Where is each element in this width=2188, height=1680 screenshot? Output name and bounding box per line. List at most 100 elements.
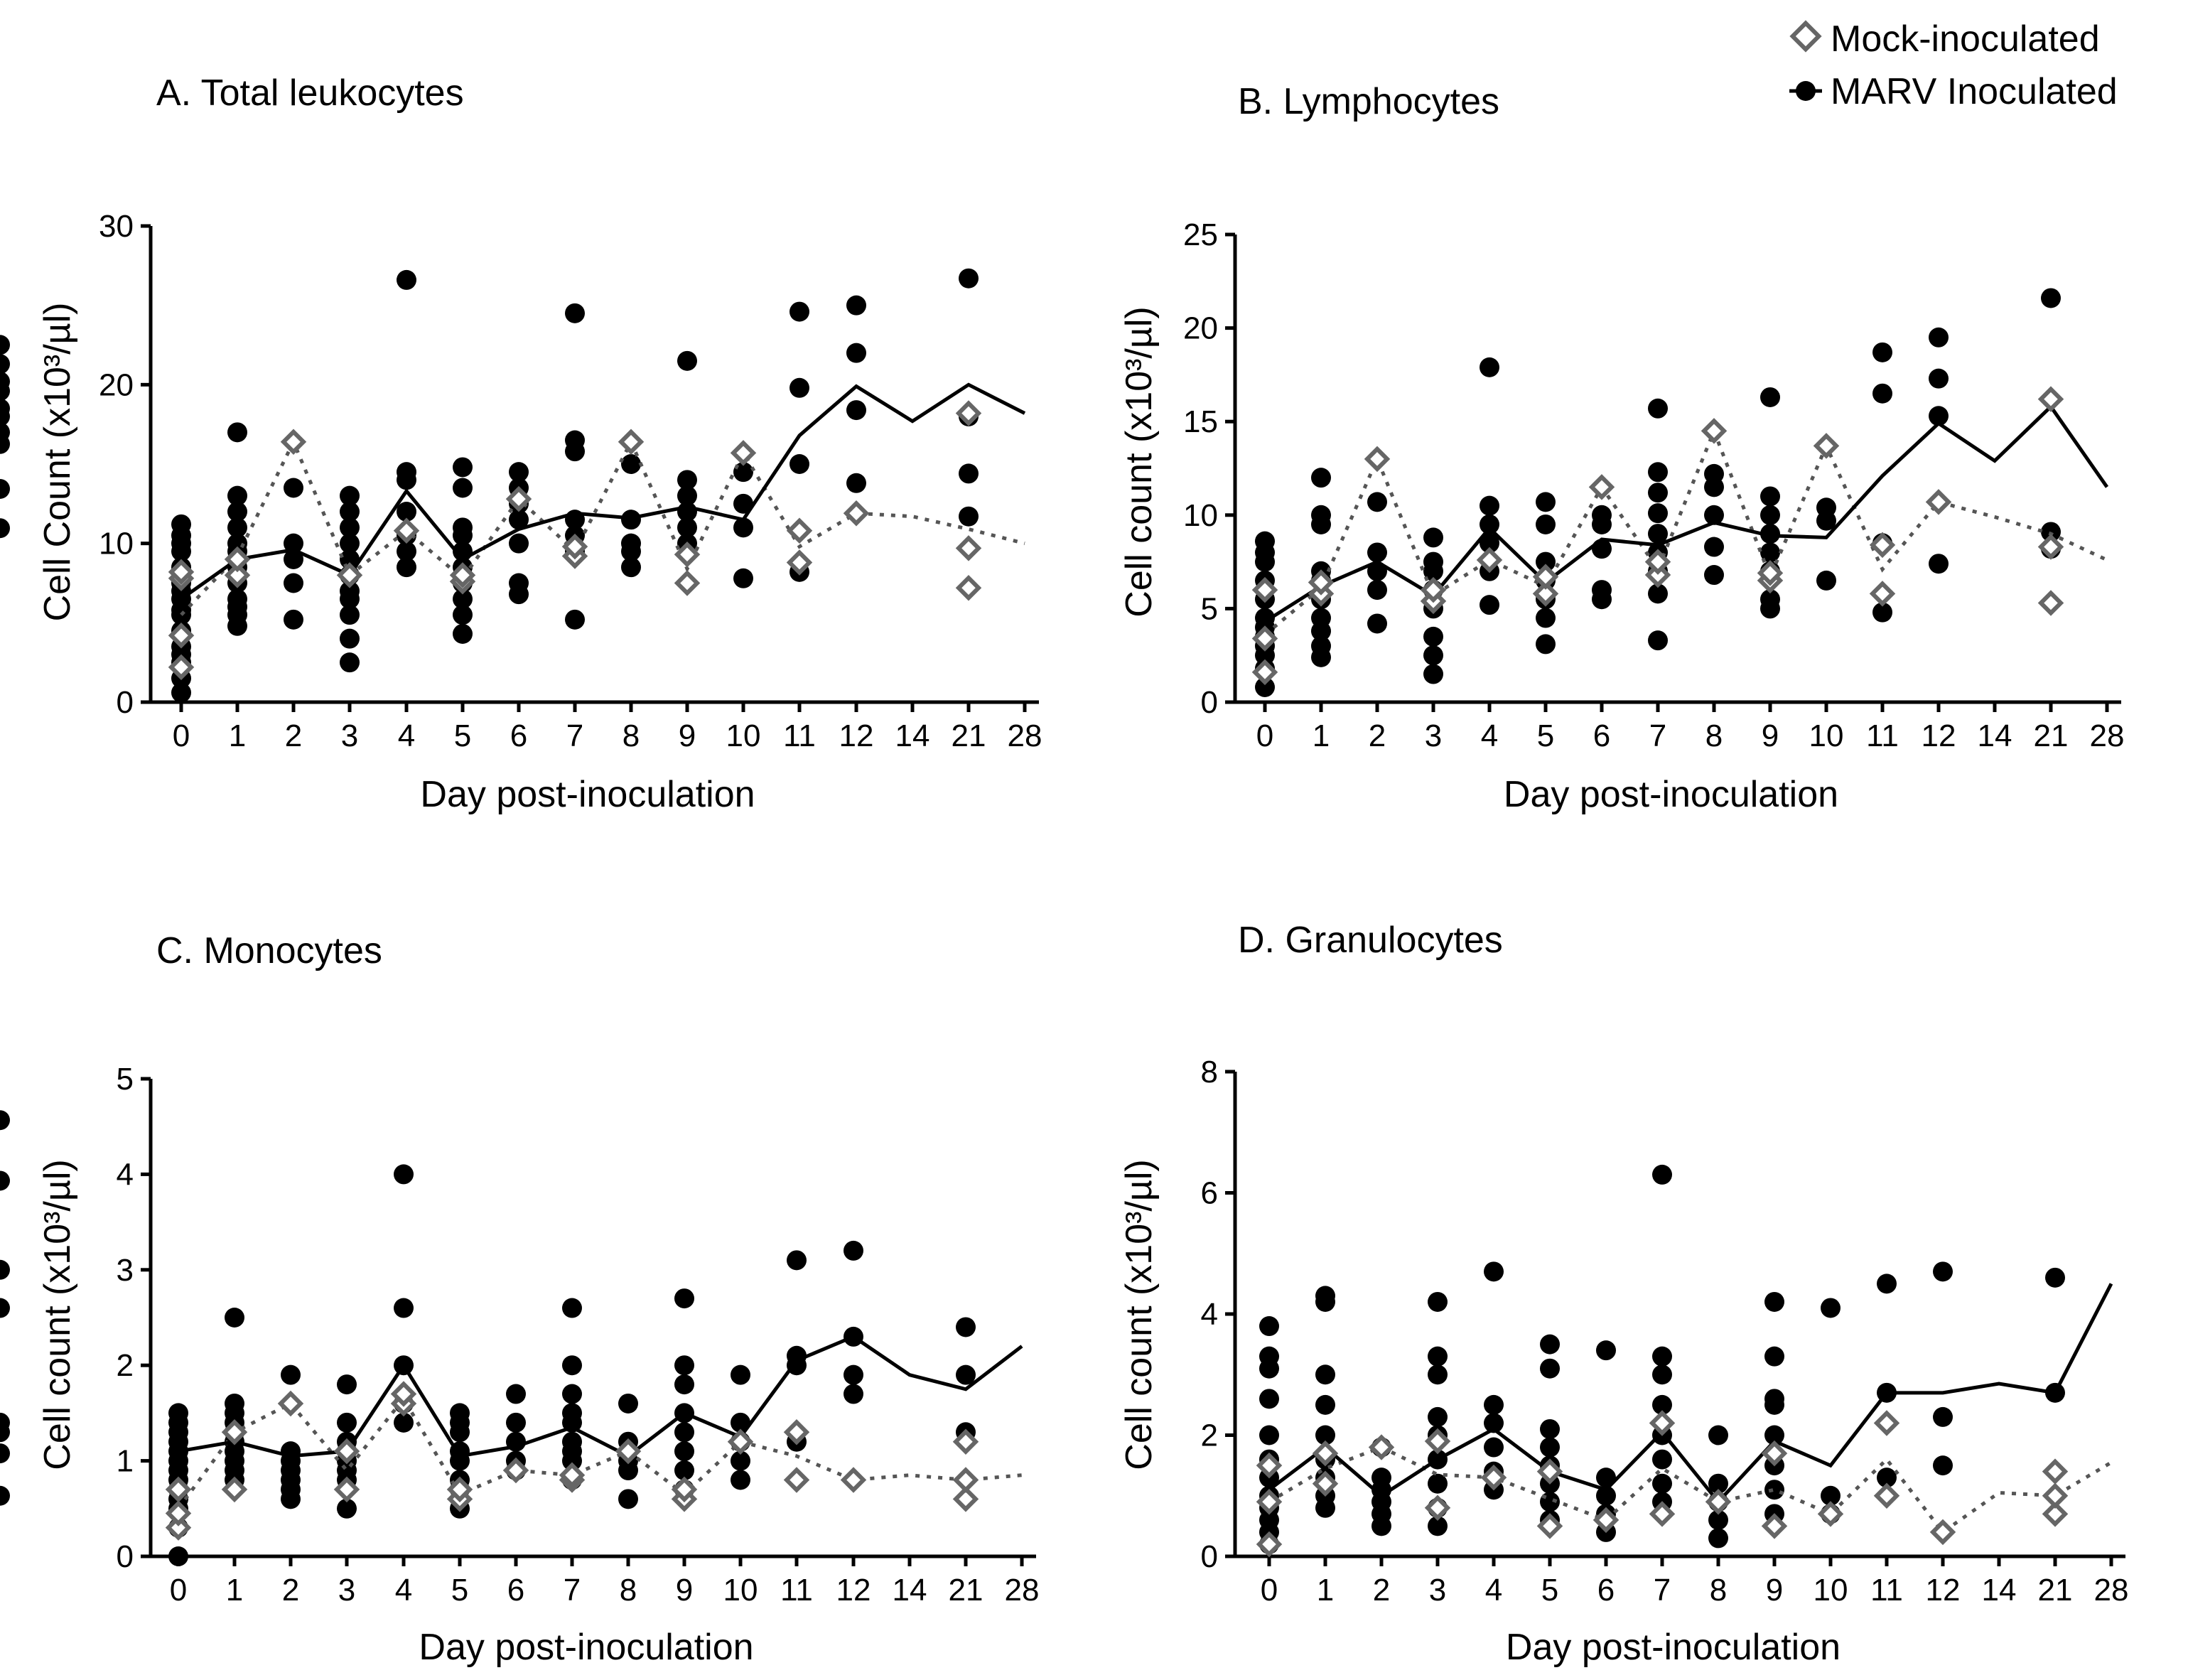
- x-axis-label: Day post-inoculation: [1504, 774, 1838, 815]
- x-tick-label: 3: [341, 718, 358, 753]
- x-tick-label: 28: [2094, 1573, 2129, 1608]
- mock-point: [1929, 1519, 1956, 1546]
- y-tick-label: 20: [99, 367, 134, 402]
- marv-point: [0, 1485, 10, 1506]
- marv-point: [506, 1412, 526, 1433]
- marv-point: [397, 269, 416, 290]
- y-tick-label: 0: [117, 1539, 134, 1574]
- mock-point: [1424, 1428, 1451, 1455]
- marv-mean-line: [180, 382, 1026, 601]
- marv-point: [453, 517, 473, 538]
- marv-point: [1484, 1413, 1504, 1433]
- marv-point: [956, 1317, 976, 1337]
- mock-point: [559, 1462, 586, 1489]
- marv-point: [674, 1460, 694, 1481]
- marv-point: [677, 517, 697, 538]
- marv-point: [621, 557, 641, 578]
- marv-point: [1484, 1394, 1504, 1415]
- mock-point: [168, 622, 195, 649]
- mock-point: [2042, 1501, 2069, 1527]
- marv-point: [1315, 1364, 1335, 1385]
- y-tick-label: 0: [117, 685, 134, 720]
- mock-point: [280, 429, 307, 455]
- mock-point: [1476, 546, 1503, 574]
- mock-point: [449, 562, 476, 588]
- marv-point: [453, 457, 473, 478]
- x-tick-label: 8: [623, 718, 640, 753]
- mock-point: [1588, 474, 1615, 500]
- marv-point: [1367, 613, 1387, 634]
- legend-mock-label: Mock-inoculated: [1831, 18, 2100, 60]
- mock-point: [952, 1467, 979, 1493]
- marv-point: [1929, 327, 1949, 348]
- mock-point: [1368, 1434, 1395, 1460]
- marv-point: [1423, 551, 1443, 572]
- y-tick-label: 25: [1183, 217, 1218, 252]
- marv-point: [1652, 1394, 1672, 1415]
- x-axis-label: Day post-inoculation: [420, 774, 755, 815]
- marv-point: [731, 1450, 750, 1471]
- mock-point: [730, 440, 757, 466]
- marv-point: [284, 533, 303, 554]
- marv-point: [281, 1364, 301, 1385]
- marv-point: [1423, 664, 1443, 684]
- marv-point: [1536, 551, 1556, 572]
- marv-point: [1596, 1485, 1616, 1506]
- marv-point: [2041, 522, 2061, 542]
- mock-point: [446, 1476, 473, 1503]
- x-tick-label: 4: [1481, 718, 1498, 753]
- mock-point: [618, 429, 645, 455]
- marv-point: [0, 1443, 10, 1464]
- marv-point: [1648, 583, 1668, 604]
- x-tick-label: 0: [170, 1573, 187, 1608]
- panel-title: A. Total leukocytes: [156, 72, 464, 114]
- marv-point: [844, 1364, 863, 1385]
- x-tick-label: 0: [1256, 718, 1273, 753]
- marv-point: [621, 454, 641, 474]
- mock-point: [1869, 581, 1896, 607]
- marv-point: [1540, 1334, 1560, 1355]
- y-tick-label: 0: [1201, 1539, 1218, 1574]
- x-tick-label: 2: [1373, 1573, 1390, 1608]
- mock-point: [2037, 534, 2064, 560]
- marv-point: [397, 462, 416, 483]
- marv-point: [731, 1470, 750, 1490]
- marv-point: [340, 533, 360, 554]
- marv-point: [1816, 570, 1836, 591]
- x-tick-label: 28: [1008, 718, 1042, 753]
- marv-point: [0, 1170, 10, 1191]
- x-tick-label: 28: [1005, 1573, 1040, 1608]
- x-tick-label: 8: [620, 1573, 637, 1608]
- marv-point: [2041, 288, 2061, 308]
- x-tick-label: 9: [679, 718, 696, 753]
- mock-point: [1701, 418, 1728, 444]
- marv-point: [227, 422, 247, 443]
- mock-point: [502, 1457, 529, 1484]
- y-tick-label: 5: [117, 1062, 134, 1097]
- legend-marv-marker: [1796, 81, 1816, 101]
- marv-point: [1536, 634, 1556, 655]
- x-tick-label: 0: [173, 718, 190, 753]
- marv-point: [0, 1259, 10, 1280]
- marv-point: [1648, 483, 1668, 503]
- x-tick-label: 1: [1313, 718, 1330, 753]
- marv-point: [562, 1298, 582, 1318]
- marv-point: [1540, 1358, 1560, 1379]
- marv-point: [1255, 677, 1275, 697]
- x-tick-label: 6: [510, 718, 527, 753]
- x-tick-label: 9: [1766, 1573, 1783, 1608]
- mock-point: [674, 542, 701, 568]
- marv-point: [789, 301, 809, 322]
- marv-point: [1929, 554, 1949, 574]
- y-tick-label: 10: [1183, 498, 1218, 533]
- mock-point: [671, 1476, 698, 1503]
- marv-point: [1877, 1468, 1897, 1488]
- panel-title: C. Monocytes: [156, 930, 382, 971]
- marv-point: [453, 623, 473, 644]
- marv-point: [1259, 1346, 1279, 1367]
- marv-point: [337, 1374, 357, 1395]
- marv-point: [1764, 1291, 1784, 1312]
- x-tick-label: 2: [285, 718, 302, 753]
- marv-point: [1704, 565, 1724, 586]
